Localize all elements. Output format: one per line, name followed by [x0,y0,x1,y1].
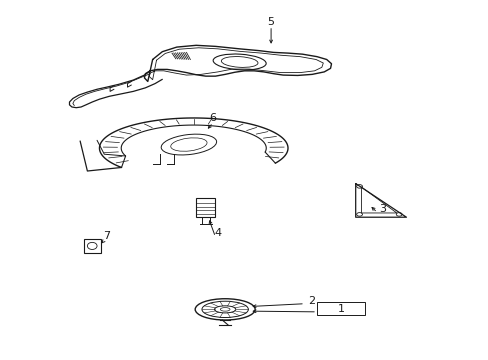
Text: 4: 4 [214,228,221,238]
Text: 5: 5 [267,17,274,27]
Text: 7: 7 [103,231,110,241]
Text: 3: 3 [378,204,385,214]
Text: 2: 2 [307,296,314,306]
Text: 6: 6 [209,113,216,123]
Text: 1: 1 [337,304,344,314]
